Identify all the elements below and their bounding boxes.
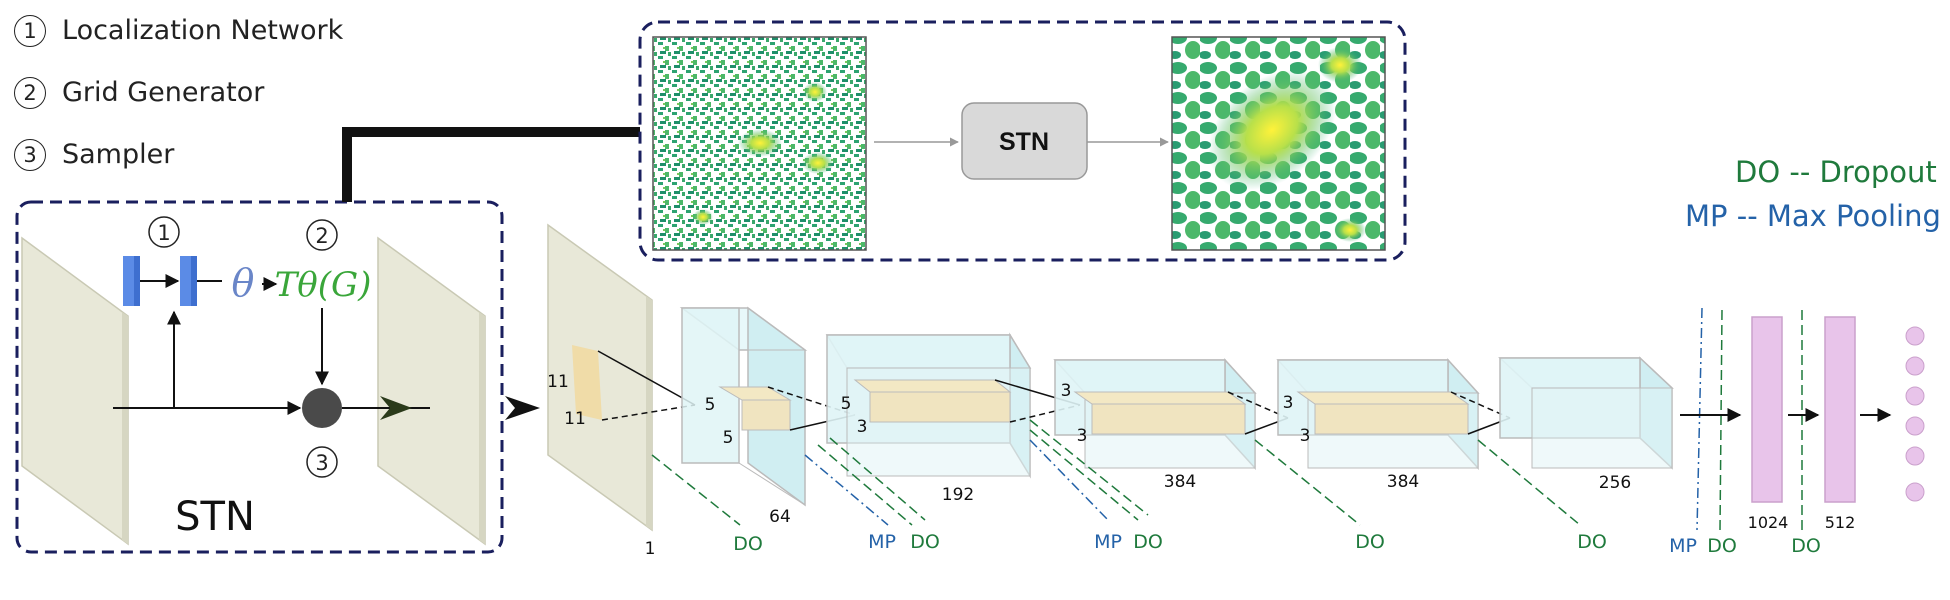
maxpool-legend: MP -- Max Pooling: [1685, 199, 1941, 233]
dropout-legend: DO -- Dropout: [1735, 155, 1937, 189]
svg-text:3: 3: [1077, 426, 1088, 446]
svg-text:11: 11: [547, 372, 569, 392]
svg-text:384: 384: [1387, 472, 1419, 492]
svg-text:64: 64: [769, 507, 791, 527]
svg-text:5: 5: [723, 428, 734, 448]
step-number-2: 2: [14, 76, 46, 109]
step-3-marker: [306, 446, 338, 478]
transform-label: Tθ(G): [275, 265, 372, 305]
svg-text:2: 2: [315, 224, 328, 248]
step-number-3: 3: [14, 138, 46, 171]
step-number-1: 1: [14, 14, 46, 47]
stn-box: [15, 200, 504, 554]
theta-symbol: θ: [232, 261, 255, 305]
svg-text:5: 5: [705, 395, 716, 415]
svg-text:MP: MP: [1094, 531, 1122, 553]
svg-text:3: 3: [1061, 381, 1072, 401]
svg-text:MP: MP: [868, 531, 896, 553]
svg-text:11: 11: [564, 409, 586, 429]
svg-text:512: 512: [1825, 513, 1856, 532]
stn-inset-block: [961, 102, 1088, 180]
svg-text:1: 1: [157, 221, 170, 245]
svg-text:DO: DO: [1355, 531, 1385, 553]
legend-item-localization: 1 Localization Network: [14, 14, 343, 47]
dropout-mp-markers: DO MP DO MP DO DO DO MP DO DO: [651, 307, 1821, 557]
svg-text:256: 256: [1599, 473, 1631, 493]
legend-label: Localization Network: [62, 15, 344, 46]
stn-output-plane: [377, 236, 486, 546]
svg-text:DO: DO: [910, 531, 940, 553]
step-2-marker: [306, 219, 338, 251]
conv1-volume: [681, 307, 740, 464]
svg-text:3: 3: [857, 417, 868, 437]
legend-label: Sampler: [62, 139, 175, 170]
svg-text:1: 1: [645, 539, 656, 559]
svg-text:DO: DO: [1707, 535, 1737, 557]
svg-text:DO: DO: [1791, 535, 1821, 557]
svg-text:1024: 1024: [1748, 513, 1789, 532]
legend-item-grid: 2 Grid Generator: [14, 76, 264, 109]
fc-512: [1824, 316, 1856, 503]
svg-text:384: 384: [1164, 472, 1196, 492]
svg-text:STN: STN: [999, 128, 1049, 156]
svg-text:3: 3: [1283, 393, 1294, 413]
svg-text:DO: DO: [733, 533, 763, 555]
stn-input-plane: [21, 236, 129, 546]
svg-text:5: 5: [841, 394, 852, 414]
sampler-node: [302, 388, 342, 428]
svg-text:MP: MP: [1669, 535, 1697, 557]
fc-1024: [1751, 316, 1783, 503]
step-1-marker: [148, 216, 180, 248]
svg-text:3: 3: [315, 451, 328, 475]
output-nodes: [1905, 326, 1925, 502]
inset-connector: [342, 127, 640, 202]
svg-text:3: 3: [1300, 426, 1311, 446]
legend-label: Grid Generator: [62, 77, 265, 108]
svg-text:DO: DO: [1133, 531, 1163, 553]
stn-title: STN: [175, 494, 255, 540]
kernel-11: [572, 345, 602, 420]
svg-text:DO: DO: [1577, 531, 1607, 553]
legend-item-sampler: 3 Sampler: [14, 138, 174, 171]
svg-text:192: 192: [942, 485, 974, 505]
